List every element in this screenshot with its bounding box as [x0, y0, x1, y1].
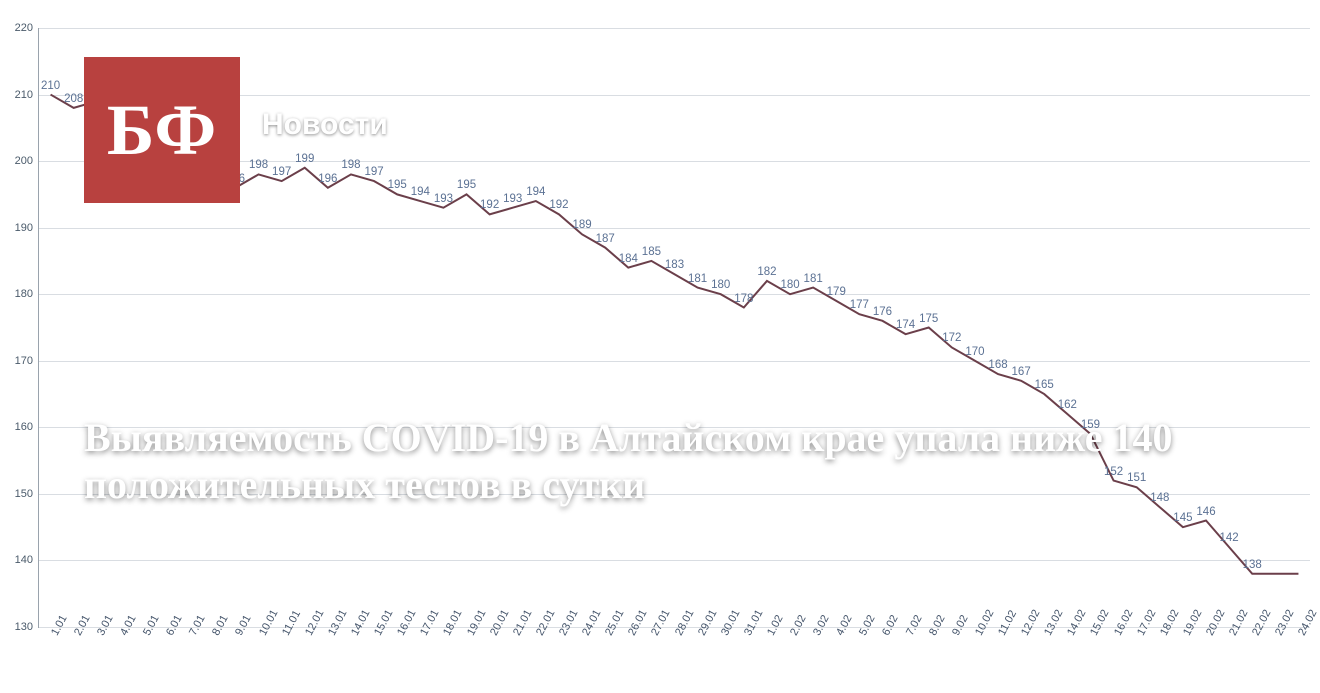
data-point-label: 165 [1034, 379, 1054, 392]
data-point-label: 194 [526, 186, 546, 199]
data-point-label: 146 [1196, 505, 1216, 518]
data-point-label: 193 [503, 192, 523, 205]
data-point-label: 168 [988, 359, 1008, 372]
data-point-label: 162 [1057, 399, 1077, 412]
data-point-label: 138 [1242, 558, 1262, 571]
data-point-label: 170 [965, 345, 985, 358]
data-point-label: 210 [40, 79, 61, 92]
y-axis-tick-label: 140 [14, 554, 33, 567]
y-axis-tick-label: 190 [14, 221, 33, 234]
page-title: Выявляемость COVID-19 в Алтайском крае у… [84, 415, 1173, 507]
data-point-label: 208 [64, 92, 84, 105]
data-point-label: 195 [456, 179, 477, 192]
data-point-label: 180 [780, 279, 800, 292]
y-axis-tick-label: 130 [14, 621, 33, 633]
data-point-label: 179 [826, 285, 846, 298]
y-axis-tick-label: 180 [14, 288, 33, 301]
data-point-label: 198 [341, 159, 361, 172]
chart-gridline [39, 427, 1310, 429]
data-point-label: 159 [1080, 418, 1101, 431]
y-axis-tick-label: 220 [14, 22, 33, 34]
logo-badge: БФ [84, 57, 240, 203]
data-point-label: 197 [364, 166, 384, 179]
data-point-label: 184 [618, 252, 638, 265]
data-point-label: 182 [757, 265, 777, 278]
data-point-label: 196 [318, 172, 338, 185]
chart-gridline [39, 227, 1310, 229]
data-point-label: 151 [1127, 472, 1147, 485]
data-point-label: 198 [248, 159, 269, 172]
data-point-label: 195 [387, 179, 407, 192]
data-point-label: 148 [1150, 492, 1170, 505]
data-point-label: 192 [480, 199, 500, 212]
data-point-label: 180 [711, 279, 731, 292]
y-axis-tick-label: 200 [14, 155, 33, 168]
data-point-label: 172 [942, 332, 962, 345]
chart-gridline [39, 493, 1310, 495]
chart-gridline [39, 28, 1310, 29]
y-axis-tick-label: 210 [14, 88, 33, 101]
data-point-label: 189 [572, 219, 592, 232]
chart-gridline [39, 294, 1310, 296]
data-point-label: 187 [595, 232, 615, 245]
data-point-label: 183 [664, 259, 685, 272]
y-axis-tick-label: 170 [14, 354, 33, 367]
chart-series-line [50, 93, 1299, 575]
data-point-label: 175 [919, 312, 939, 325]
y-axis-tick-label: 160 [14, 421, 33, 434]
data-point-label: 177 [849, 299, 869, 312]
data-point-label: 194 [410, 186, 430, 199]
data-point-label: 199 [295, 152, 315, 165]
data-point-label: 145 [1173, 512, 1193, 525]
data-point-label: 181 [688, 272, 708, 285]
chart-plot-area: 130 140 150 160 170 180 190 200 210 220 1.01 2.01 3.… [15, 22, 1320, 638]
data-point-label: 142 [1219, 532, 1239, 545]
section-label: Новости [262, 108, 388, 141]
data-point-label: 181 [803, 272, 823, 285]
chart-gridline [39, 627, 1310, 628]
data-point-label: 192 [549, 199, 569, 212]
logo-text: БФ [106, 89, 218, 170]
data-point-label: 174 [895, 319, 916, 332]
data-point-label: 185 [641, 245, 661, 258]
chart-gridline [39, 161, 1310, 163]
data-point-label: 167 [1011, 365, 1031, 378]
data-point-label: 193 [433, 192, 453, 205]
data-point-label: 178 [734, 292, 754, 305]
chart-gridline [39, 94, 1310, 96]
chart-gridline [39, 360, 1310, 362]
data-point-label: 152 [1103, 465, 1124, 478]
data-point-label: 197 [272, 166, 292, 179]
data-point-label: 176 [872, 305, 893, 318]
chart-gridline [39, 560, 1310, 562]
y-axis-tick-label: 150 [14, 487, 33, 500]
